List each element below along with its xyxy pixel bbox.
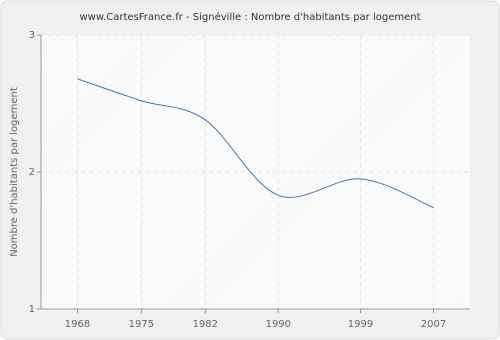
line-series [77, 78, 434, 209]
x-tick-label: 2007 [421, 319, 446, 330]
plot-hatch [41, 35, 470, 309]
x-tick-label: 1968 [65, 319, 90, 330]
x-tick-label: 1982 [193, 319, 218, 330]
y-tick-label: 1 [29, 304, 35, 315]
y-tick-label: 2 [29, 167, 35, 178]
x-tick-label: 1999 [348, 319, 373, 330]
y-axis-label: Nombre d'habitants par logement [9, 87, 20, 257]
x-tick-label: 1990 [266, 319, 291, 330]
x-tick-label: 1975 [129, 319, 154, 330]
y-tick-label: 3 [29, 30, 35, 41]
chart-title: www.CartesFrance.fr - Signéville : Nombr… [79, 11, 420, 23]
